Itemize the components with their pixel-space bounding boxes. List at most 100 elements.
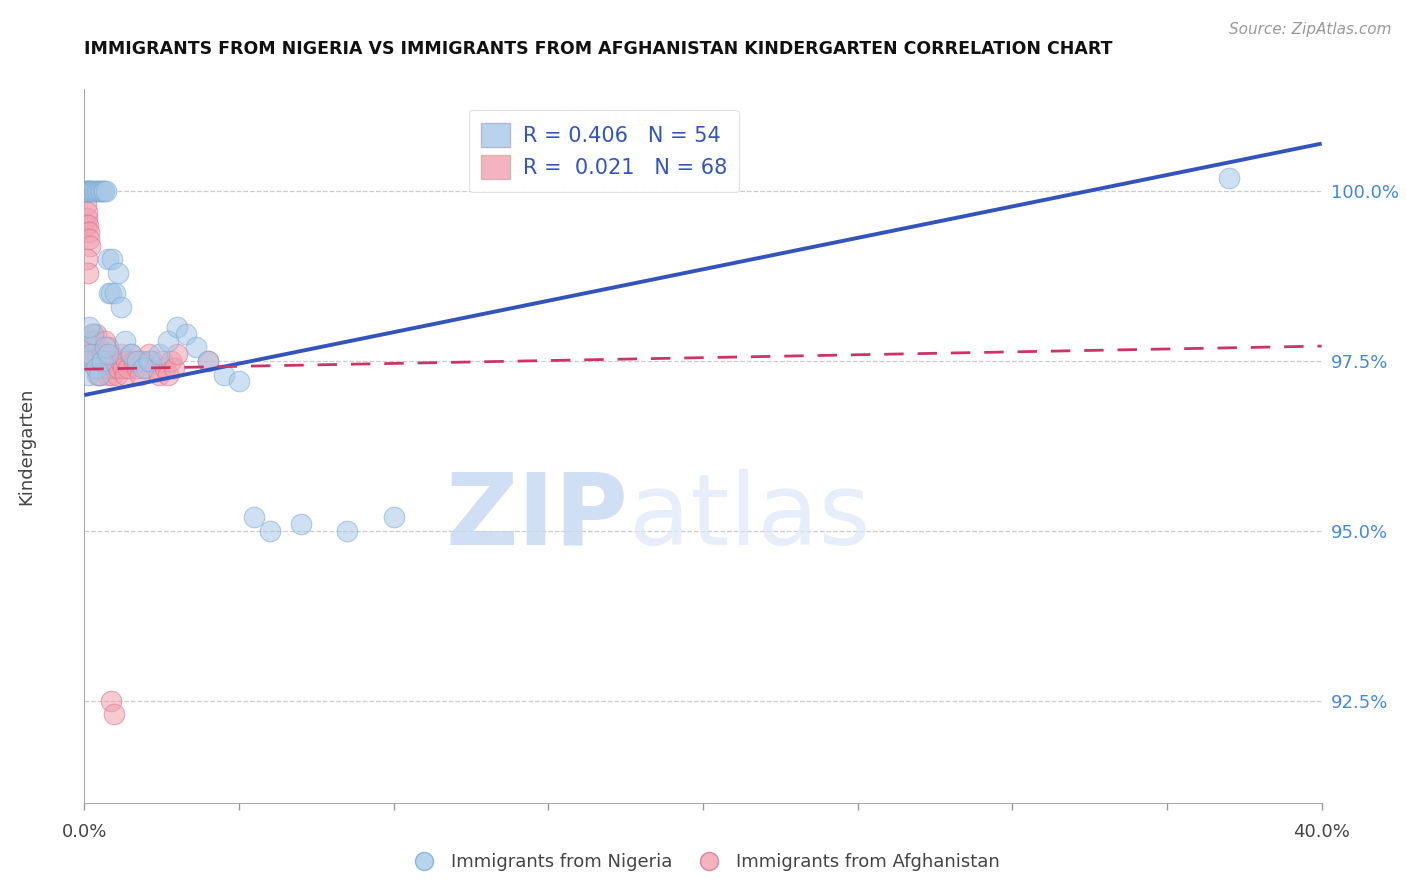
Point (79, 184, 101, 198)
Point (75, 184, 97, 198)
Point (110, 347, 132, 361)
Point (76, 354, 98, 368)
Point (89, 360, 111, 375)
Point (80, 347, 103, 361)
Point (104, 286, 127, 301)
Point (91, 184, 114, 198)
Point (80, 347, 103, 361)
Point (83, 334, 105, 348)
Point (77, 225, 100, 239)
Point (90, 354, 112, 368)
Point (105, 368, 128, 382)
Point (110, 300, 132, 314)
Point (197, 354, 219, 368)
Point (122, 354, 145, 368)
Text: atlas: atlas (628, 469, 870, 566)
Point (129, 368, 152, 382)
Point (89, 184, 111, 198)
Point (84, 184, 107, 198)
Point (98, 360, 121, 375)
Point (148, 368, 170, 382)
Point (77, 368, 100, 382)
Point (75, 198, 97, 212)
Point (100, 354, 122, 368)
Point (94, 341, 117, 355)
Point (87, 341, 110, 355)
Point (87, 347, 110, 361)
Point (115, 354, 138, 368)
Text: ZIP: ZIP (446, 469, 628, 566)
Point (75, 334, 97, 348)
Point (150, 354, 173, 368)
Point (132, 360, 155, 375)
Point (138, 354, 160, 368)
Point (117, 360, 139, 375)
Point (163, 360, 186, 375)
Point (93, 347, 115, 361)
Point (91, 360, 114, 375)
Point (145, 360, 167, 375)
Point (228, 375, 250, 389)
Point (84, 347, 107, 361)
Text: 40.0%: 40.0% (1294, 823, 1350, 841)
Point (76, 266, 98, 280)
Point (79, 184, 101, 198)
Point (76, 204, 98, 219)
Point (82, 341, 104, 355)
Point (77, 218, 100, 232)
Point (93, 184, 115, 198)
Text: IMMIGRANTS FROM NIGERIA VS IMMIGRANTS FROM AFGHANISTAN KINDERGARTEN CORRELATION : IMMIGRANTS FROM NIGERIA VS IMMIGRANTS FR… (84, 40, 1114, 58)
Point (82, 326, 104, 341)
Point (104, 354, 127, 368)
Point (76, 334, 98, 348)
Point (259, 524, 281, 538)
Point (75, 218, 97, 232)
Point (89, 368, 111, 382)
Point (94, 354, 117, 368)
Point (166, 347, 188, 361)
Point (120, 347, 142, 361)
Point (212, 368, 235, 382)
Point (141, 354, 163, 368)
Point (90, 184, 112, 198)
Legend: Immigrants from Nigeria, Immigrants from Afghanistan: Immigrants from Nigeria, Immigrants from… (399, 847, 1007, 879)
Point (76, 211, 98, 226)
Point (100, 694, 122, 708)
Point (91, 354, 114, 368)
Point (107, 360, 129, 375)
Point (96, 252, 118, 266)
Point (77, 320, 100, 334)
Point (84, 326, 107, 341)
Point (176, 326, 198, 341)
Point (114, 334, 136, 348)
Point (103, 707, 125, 722)
Point (77, 184, 100, 198)
Point (103, 360, 125, 375)
Point (83, 354, 105, 368)
Point (382, 510, 405, 524)
Point (94, 184, 117, 198)
Point (132, 354, 155, 368)
Text: Source: ZipAtlas.com: Source: ZipAtlas.com (1229, 22, 1392, 37)
Point (290, 517, 312, 532)
Point (82, 184, 104, 198)
Point (79, 232, 101, 246)
Point (86, 354, 108, 368)
Point (98, 286, 121, 301)
Point (156, 334, 179, 348)
Point (100, 286, 122, 301)
Point (243, 510, 266, 524)
Point (79, 334, 101, 348)
Point (1218, 170, 1240, 185)
Point (112, 360, 135, 375)
Point (184, 341, 207, 355)
Text: 0.0%: 0.0% (62, 823, 107, 841)
Point (197, 354, 219, 368)
Point (76, 184, 98, 198)
Point (135, 360, 157, 375)
Point (114, 368, 136, 382)
Point (138, 347, 160, 361)
Point (86, 368, 108, 382)
Point (153, 360, 176, 375)
Point (97, 347, 120, 361)
